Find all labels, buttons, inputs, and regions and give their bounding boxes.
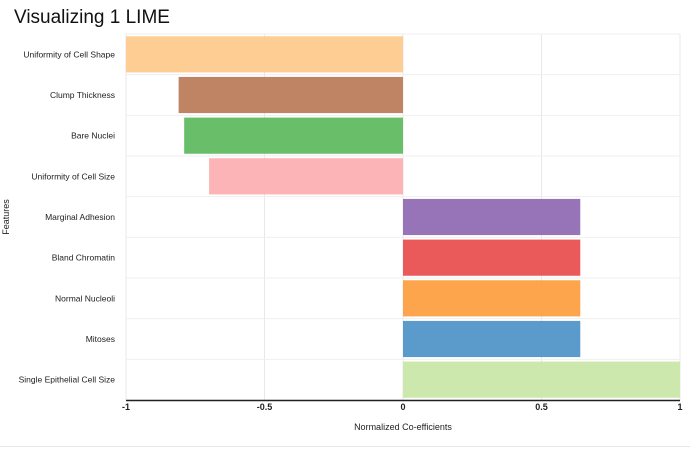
category-label: Clump Thickness xyxy=(50,90,115,100)
bar[interactable] xyxy=(126,36,403,73)
bar[interactable] xyxy=(403,198,581,236)
x-tick-label: 1 xyxy=(677,402,682,412)
bar[interactable] xyxy=(184,117,403,154)
y-axis-title: Features xyxy=(1,199,11,235)
category-label: Mitoses xyxy=(86,334,115,344)
category-label: Marginal Adhesion xyxy=(45,212,115,222)
category-label: Uniformity of Cell Shape xyxy=(23,49,115,59)
bar[interactable] xyxy=(178,76,403,114)
labels: Uniformity of Cell Shape Clump Thickness B… xyxy=(19,49,116,384)
bar[interactable] xyxy=(403,320,581,358)
bar[interactable] xyxy=(403,280,581,317)
x-tick-label: 0.5 xyxy=(535,402,548,412)
x-tick-label: -0.5 xyxy=(257,402,273,412)
chart-title: Visualizing 1 LIME xyxy=(14,7,170,28)
category-label: Single Epithelial Cell Size xyxy=(19,375,116,385)
x-tick-label: 0 xyxy=(400,402,405,412)
x-axis-title: Normalized Co-efficients xyxy=(354,422,452,432)
bar[interactable] xyxy=(403,239,581,276)
bars xyxy=(126,36,680,398)
bottom-divider xyxy=(0,446,690,447)
category-label: Normal Nucleoli xyxy=(55,293,115,303)
bar[interactable] xyxy=(209,158,403,195)
axes: -1 -0.5 0 0.5 1 Normalized Co-efficients Featu… xyxy=(1,199,683,432)
category-label: Bare Nuclei xyxy=(71,131,115,141)
x-tick-label: -1 xyxy=(122,402,130,412)
category-label: Uniformity of Cell Size xyxy=(31,171,115,181)
bar[interactable] xyxy=(403,361,680,398)
category-label: Bland Chromatin xyxy=(52,253,116,263)
